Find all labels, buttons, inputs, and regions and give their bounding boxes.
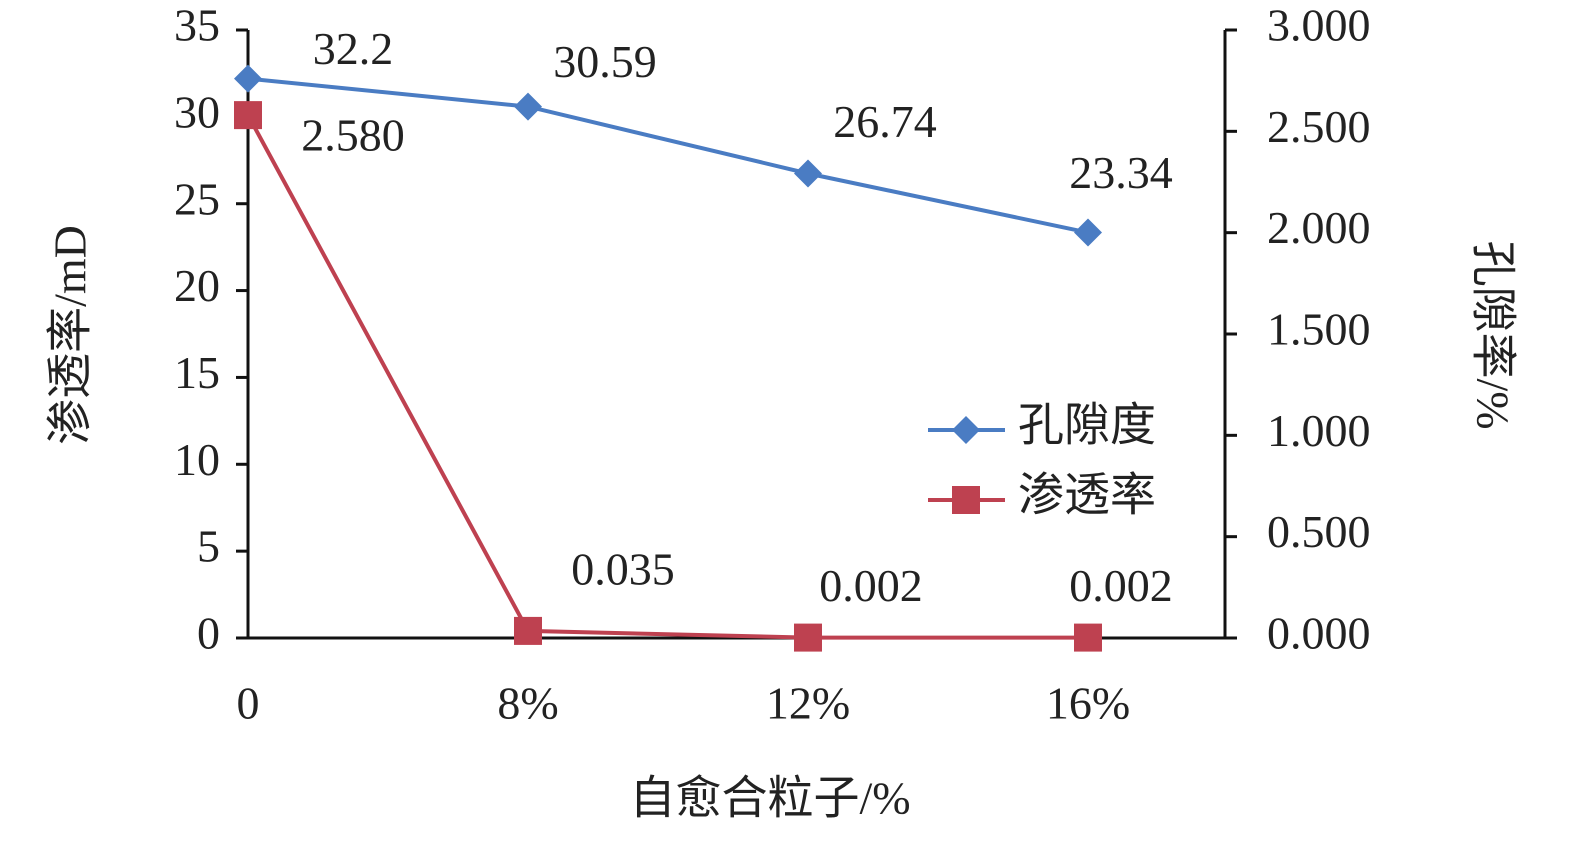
data-label: 32.2	[313, 23, 394, 74]
y-tick-label: 0	[197, 608, 220, 659]
legend-label: 孔隙度	[1018, 400, 1156, 451]
data-label: 26.74	[833, 96, 937, 147]
legend-marker	[952, 416, 980, 444]
data-label: 0.035	[571, 543, 675, 594]
legend-label: 渗透率	[1018, 470, 1156, 521]
y-tick-label: 15	[174, 347, 220, 398]
y2-tick-label: 1.000	[1267, 405, 1371, 456]
y2-tick-label: 2.500	[1267, 101, 1371, 152]
x-tick-label: 12%	[766, 678, 850, 729]
data-point	[234, 101, 262, 130]
data-label: 2.580	[301, 110, 405, 161]
y-tick-label: 30	[174, 86, 220, 137]
series-line	[246, 114, 1088, 640]
data-label: 0.002	[819, 560, 923, 611]
y2-tick-label: 3.000	[1267, 0, 1371, 51]
y-tick-label: 25	[174, 173, 220, 224]
x-tick-label: 0	[237, 678, 260, 729]
series-line	[247, 76, 1089, 235]
data-point	[514, 92, 542, 121]
legend-marker	[952, 486, 980, 514]
data-label: 0.002	[1069, 560, 1173, 611]
x-tick-label: 16%	[1046, 678, 1130, 729]
data-point	[514, 616, 542, 645]
y-tick-label: 20	[174, 260, 220, 311]
y-axis-title: 渗透率/mD	[45, 225, 96, 445]
data-point	[794, 623, 822, 652]
data-label: 30.59	[553, 36, 657, 87]
x-tick-label: 8%	[497, 678, 558, 729]
y-tick-label: 5	[197, 521, 220, 572]
y-tick-label: 10	[174, 434, 220, 485]
data-point	[1074, 218, 1102, 247]
y2-tick-label: 0.000	[1267, 608, 1371, 659]
data-point	[794, 159, 822, 188]
data-point	[1074, 623, 1102, 652]
data-point	[234, 64, 262, 93]
y2-axis-title: 孔隙率/%	[1467, 240, 1518, 429]
data-label: 23.34	[1069, 147, 1173, 198]
y-tick-label: 35	[174, 0, 220, 51]
y2-tick-label: 2.000	[1267, 202, 1371, 253]
y2-tick-label: 1.500	[1267, 304, 1371, 355]
y2-tick-label: 0.500	[1267, 506, 1371, 557]
x-axis-title: 自愈合粒子/%	[629, 773, 910, 824]
